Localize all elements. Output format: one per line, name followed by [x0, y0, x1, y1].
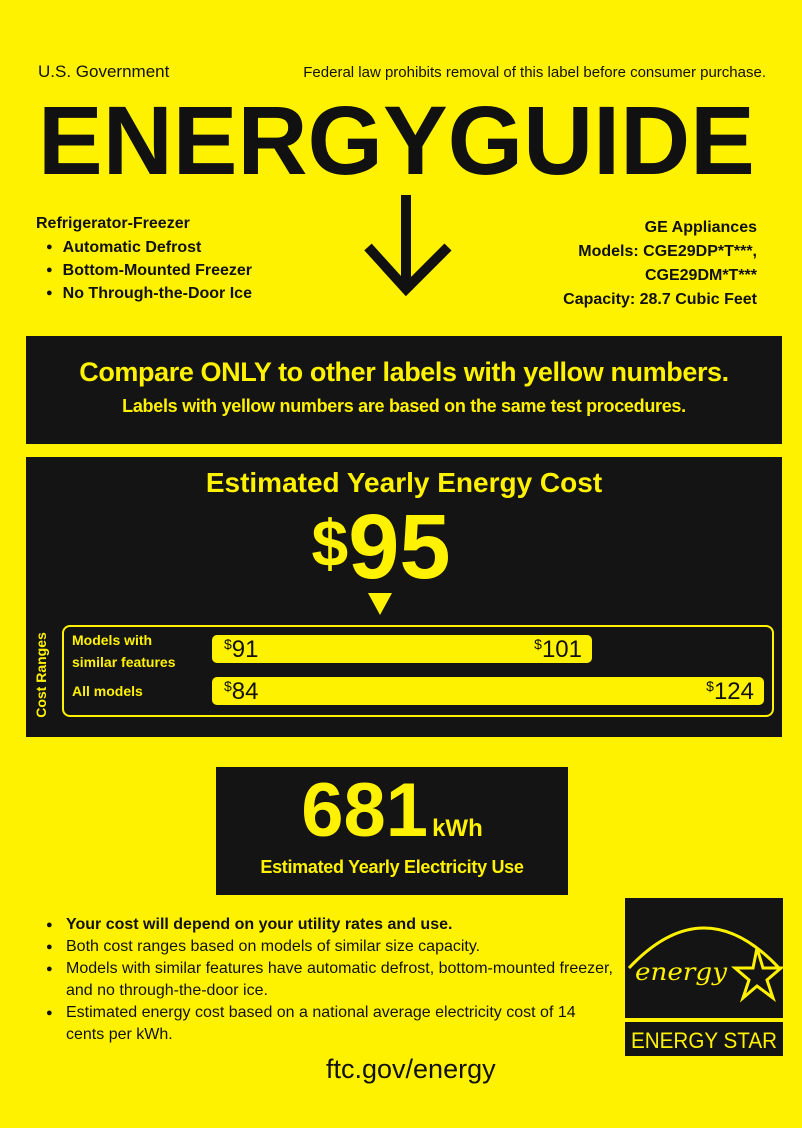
energyguide-title: ENERGYGUIDE [38, 86, 755, 195]
similar-high: $101 [534, 636, 582, 663]
arrow-down-icon [364, 195, 452, 297]
note-item: Estimated energy cost based on a nationa… [46, 1002, 616, 1046]
cost-value: $95 [26, 501, 736, 593]
similar-low: $91 [224, 636, 259, 663]
product-type: Refrigerator-Freezer [36, 215, 190, 232]
manufacturer-info: GE Appliances Models: CGE29DP*T***, CGE2… [563, 216, 757, 312]
notes-list: Your cost will depend on your utility ra… [46, 914, 616, 1046]
manufacturer: GE Appliances [644, 219, 757, 236]
energy-star-label: ENERGY STAR [631, 1028, 777, 1053]
all-low: $84 [224, 678, 259, 705]
similar-label-line-1: Models with [72, 632, 153, 648]
note-item: Models with similar features have automa… [46, 958, 616, 1002]
all-high: $124 [706, 678, 754, 705]
compare-banner: Compare ONLY to other labels with yellow… [26, 336, 782, 444]
all-models-label: All models [72, 683, 143, 699]
electricity-panel: 681 kWh Estimated Yearly Electricity Use [216, 767, 568, 895]
cost-title: Estimated Yearly Energy Cost [205, 467, 603, 498]
kwh-value: 681 kWh [216, 773, 568, 849]
models-line-1: Models: CGE29DP*T***, [578, 243, 757, 260]
similar-label-line-2: similar features [72, 654, 176, 670]
cost-ranges: Models with similar features $91 $101 All… [62, 625, 774, 717]
similar-range-bar: $91 $101 [212, 635, 592, 663]
energy-star-logo: energy ENERGY STAR [625, 898, 783, 1056]
feature-item: Automatic Defrost [46, 239, 252, 262]
removal-notice: Federal law prohibits removal of this la… [303, 64, 766, 81]
cost-panel: Estimated Yearly Energy Cost $95 Cost Ra… [26, 457, 782, 737]
kwh-label: Estimated Yearly Electricity Use [260, 857, 524, 877]
government-label: U.S. Government [38, 62, 170, 81]
note-item: Your cost will depend on your utility ra… [46, 914, 616, 936]
compare-line-1: Compare ONLY to other labels with yellow… [79, 357, 729, 387]
all-models-range-bar: $84 $124 [212, 677, 764, 705]
energy-script: energy [635, 958, 727, 986]
kwh-amount: 681 [301, 768, 429, 853]
capacity: Capacity: 28.7 Cubic Feet [563, 291, 757, 308]
feature-item: No Through-the-Door Ice [46, 285, 252, 308]
ftc-link[interactable]: ftc.gov/energy [326, 1054, 496, 1084]
kwh-unit: kWh [432, 815, 483, 842]
similar-label: Models with similar features [72, 629, 176, 673]
feature-list: Automatic Defrost Bottom-Mounted Freezer… [46, 239, 252, 308]
cost-amount: 95 [348, 496, 451, 598]
cost-ranges-label: Cost Ranges [33, 632, 49, 718]
note-item: Both cost ranges based on models of simi… [46, 936, 616, 958]
feature-item: Bottom-Mounted Freezer [46, 262, 252, 285]
cost-pointer-icon [368, 593, 392, 615]
currency-symbol: $ [311, 506, 349, 580]
models-line-2: CGE29DM*T*** [644, 267, 757, 284]
compare-line-2: Labels with yellow numbers are based on … [122, 396, 686, 416]
